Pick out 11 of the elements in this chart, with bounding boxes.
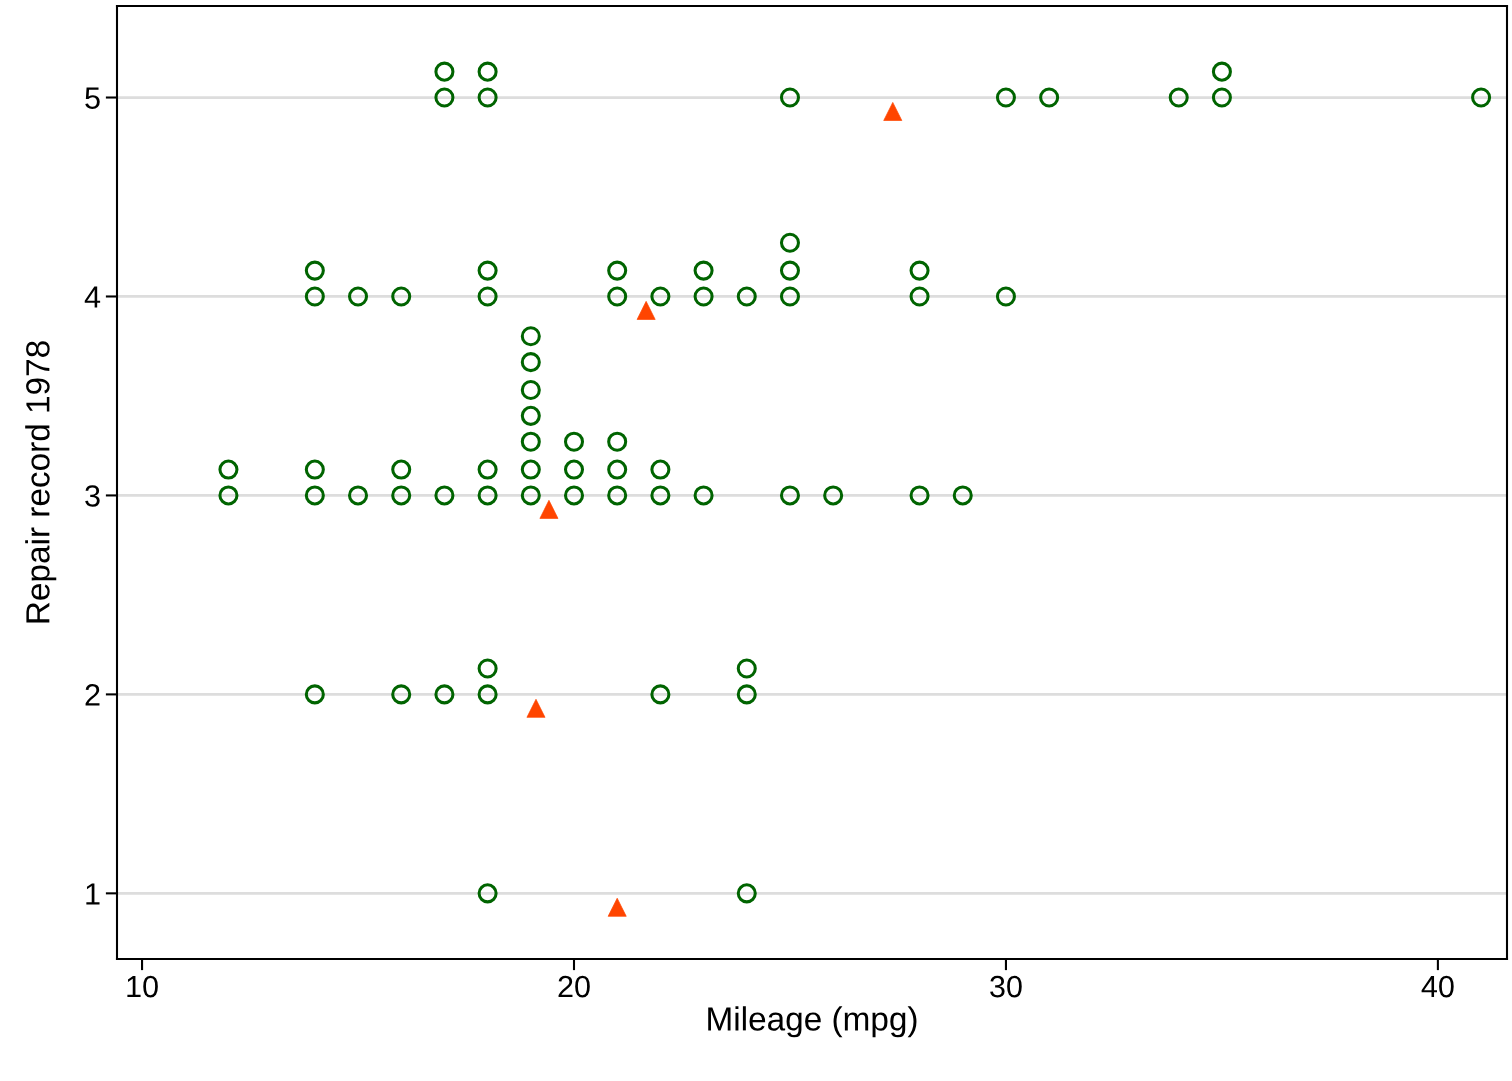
x-tick-label: 30 xyxy=(990,975,1022,998)
y-tick-label: 2 xyxy=(85,684,100,706)
y-tick-label: 5 xyxy=(85,87,100,109)
y-tick-label: 1 xyxy=(86,883,100,905)
y-tick-label: 4 xyxy=(84,286,101,308)
y-tick-label: 3 xyxy=(85,485,100,507)
x-tick-label: 40 xyxy=(1421,975,1454,998)
y-axis-title: Repair record 1978 xyxy=(25,341,57,623)
x-tick-label: 10 xyxy=(127,975,158,998)
x-tick-label: 20 xyxy=(558,975,590,998)
x-axis-title: Mileage (mpg) xyxy=(708,1006,917,1038)
